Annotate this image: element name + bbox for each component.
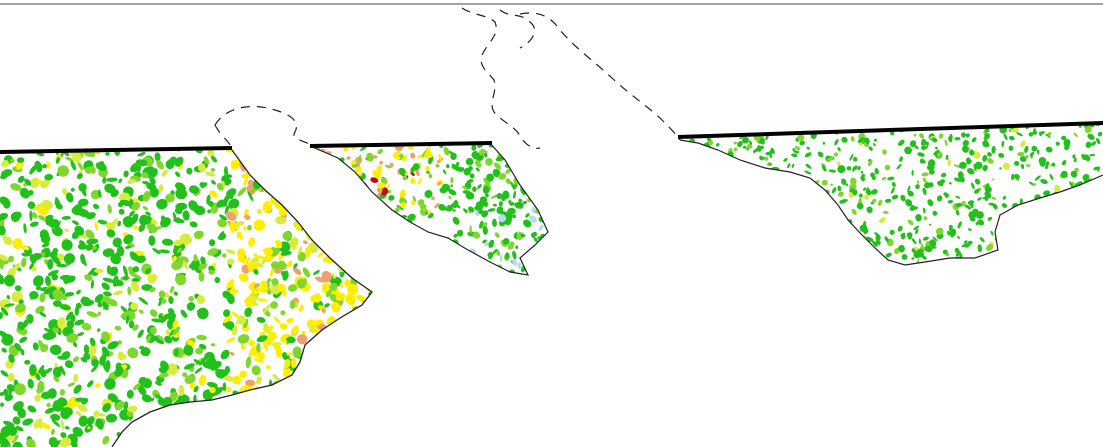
dashed-coastline-north-inlet-2	[499, 9, 535, 49]
central-region-coastline	[309, 142, 549, 276]
dashed-coastline-north-diagonal	[519, 12, 681, 141]
east-region-boundary	[677, 121, 1103, 139]
west-region-boundary	[0, 146, 233, 154]
east-region-coastline	[679, 139, 1103, 266]
central-region	[309, 141, 549, 276]
west-region-coastline	[111, 149, 373, 447]
central-region-boundary	[309, 141, 493, 148]
west-region	[0, 146, 373, 447]
east-region	[677, 121, 1103, 266]
dashed-coastline-west-bay	[214, 105, 313, 147]
dashed-coastline-north-inlet	[461, 7, 541, 149]
dashed-coastline-west-bay-inner	[214, 124, 233, 149]
dashed-coastline	[214, 7, 681, 149]
